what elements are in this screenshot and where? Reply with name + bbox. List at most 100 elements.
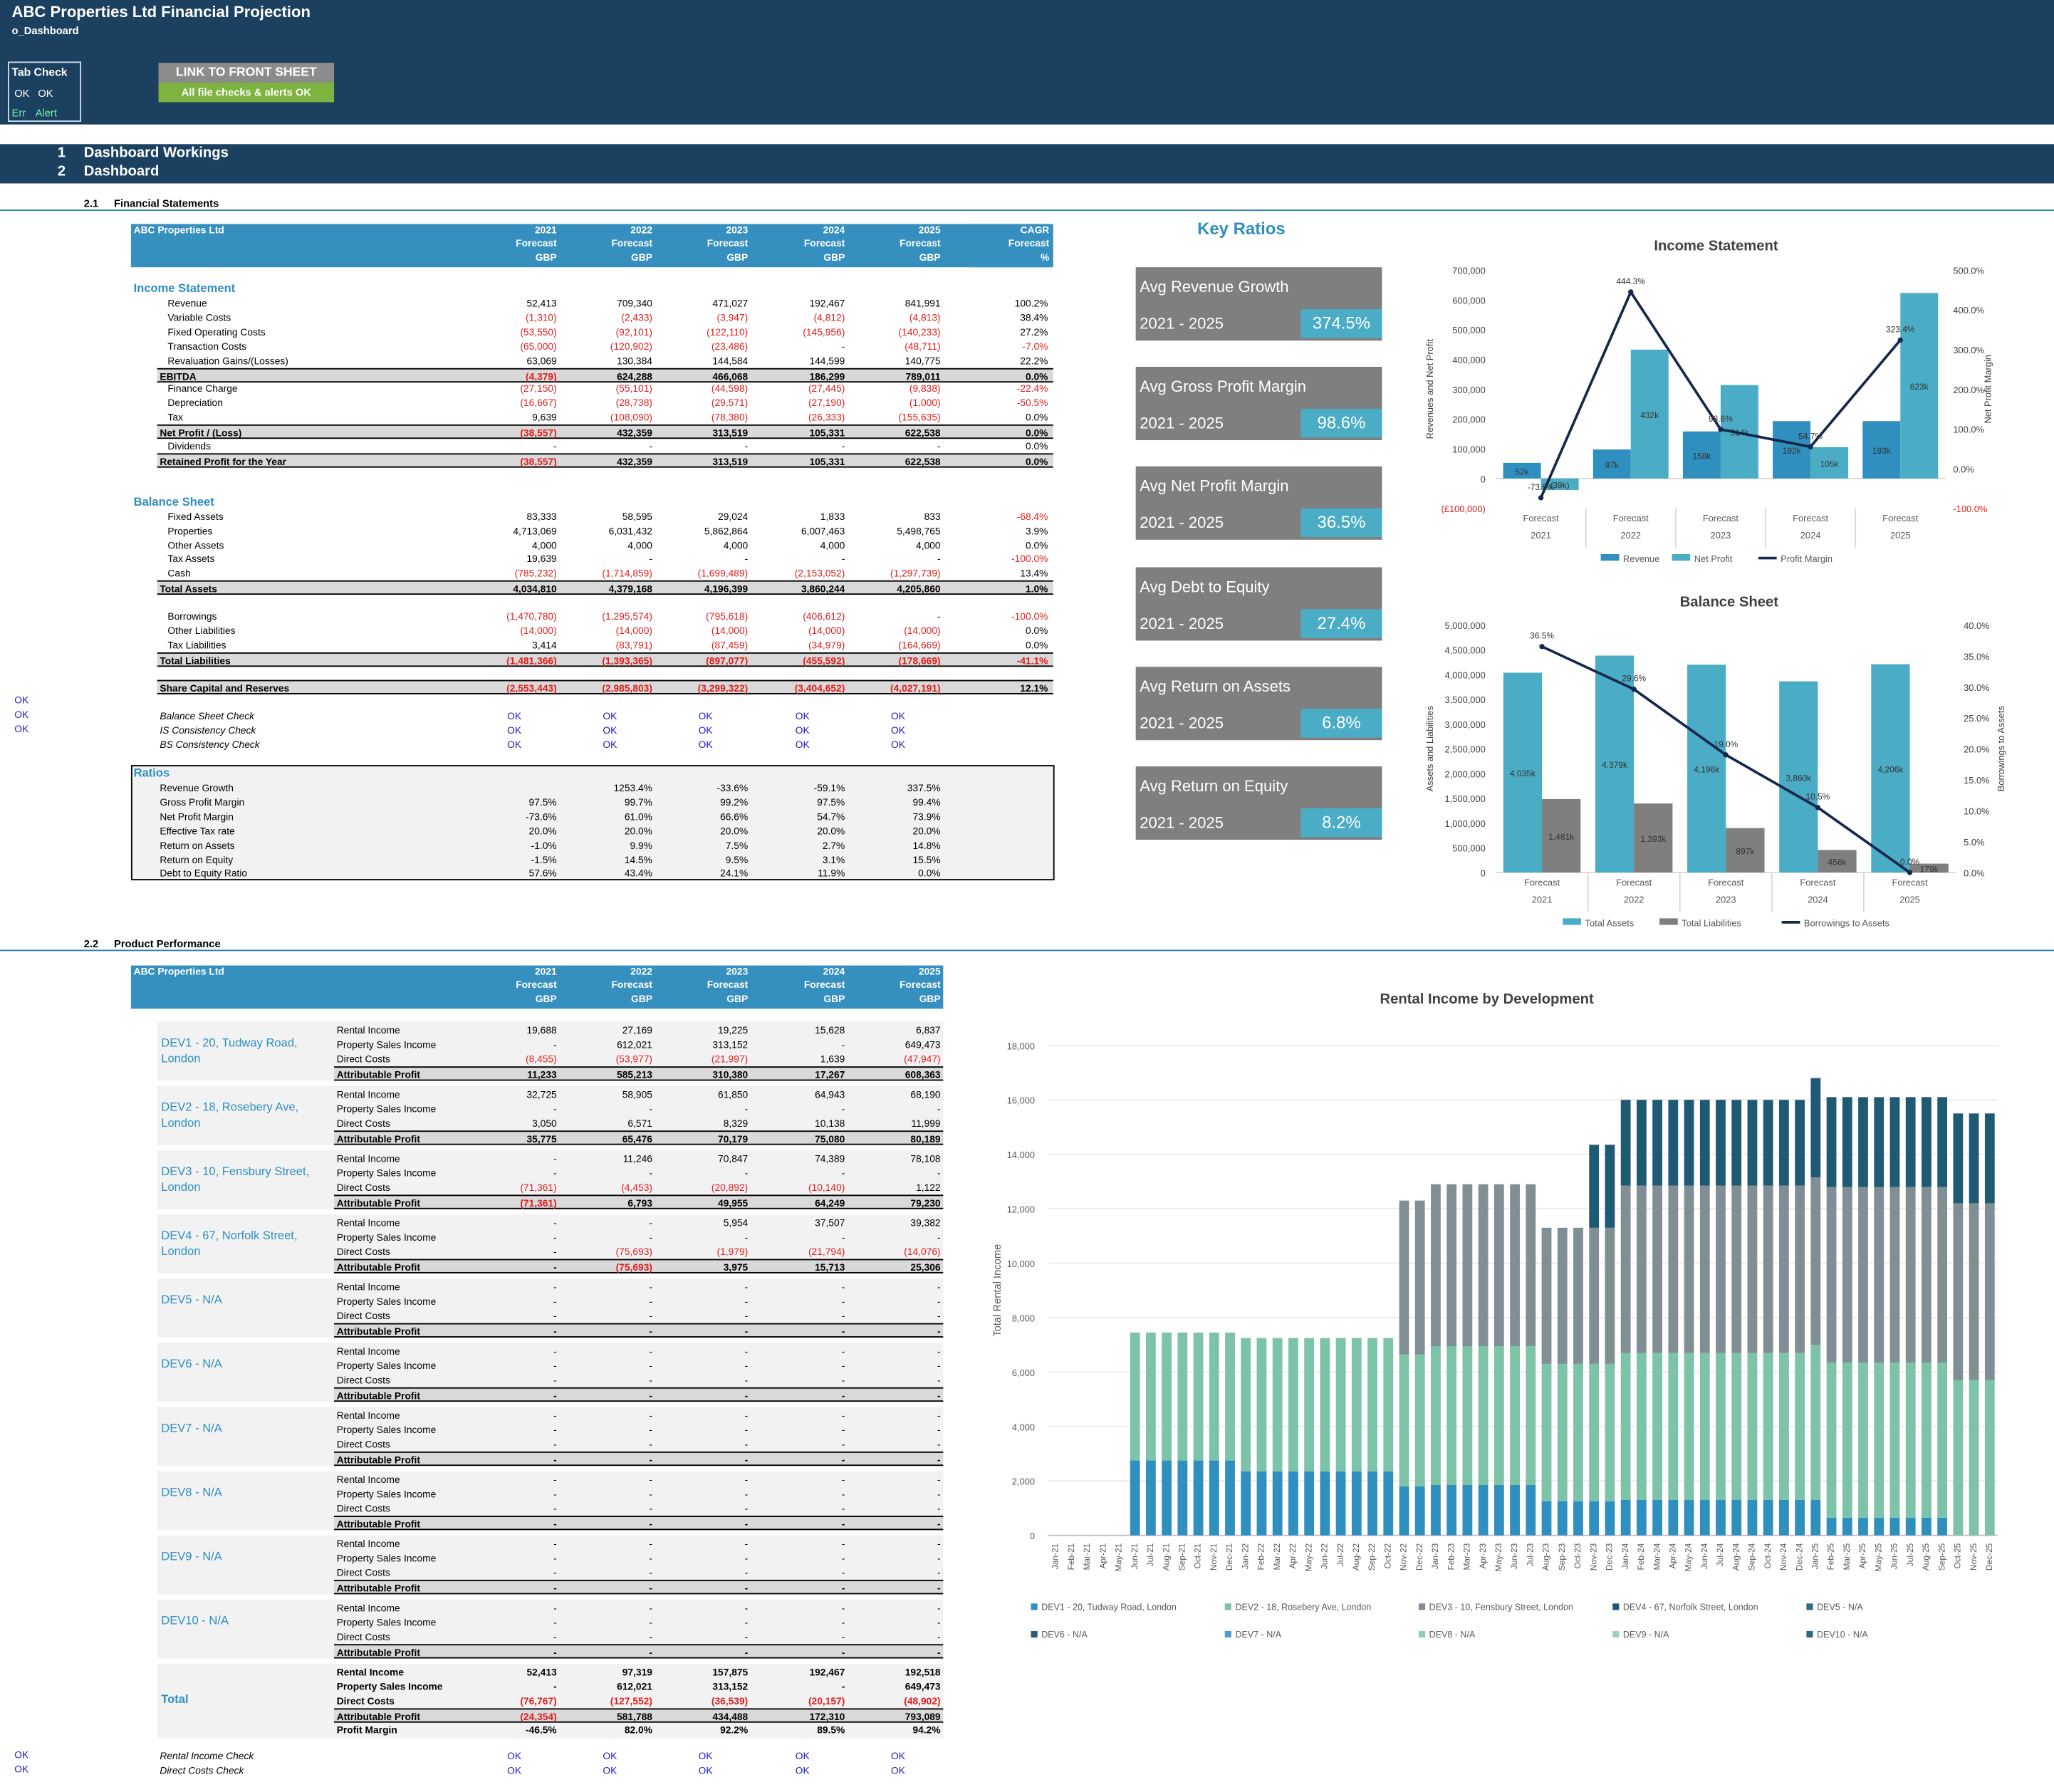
stacked-bar-segment — [1446, 1484, 1457, 1536]
stacked-bar-segment — [1874, 1097, 1884, 1187]
row-label: Rental Income — [336, 1281, 400, 1293]
stacked-bar-segment — [1399, 1486, 1409, 1536]
table-row: Direct Costs - - - - - — [334, 1630, 943, 1644]
cagr-value: 22.2% — [1020, 354, 1048, 367]
key-ratio-period: 2021 - 2025 — [1140, 314, 1224, 333]
y-tick-label: 4,500,000 — [1445, 645, 1486, 656]
bar-data-label: 193k — [1872, 446, 1891, 456]
cell-value: - — [744, 1345, 749, 1358]
row-label: Property Sales Income — [336, 1038, 437, 1051]
legend-label: DEV4 - 67, Norfolk Street, London — [1623, 1602, 1758, 1612]
cell-value: - — [649, 440, 652, 452]
ratio-label: Gross Profit Margin — [160, 796, 245, 808]
section-1-title[interactable]: Dashboard Workings — [83, 145, 229, 162]
x-tick-label: Oct-25 — [1953, 1543, 1963, 1568]
bar-net-profit — [1630, 349, 1669, 479]
stacked-bar-segment — [1731, 1353, 1742, 1500]
stacked-bar-segment — [1225, 1460, 1235, 1536]
cell-value: - — [841, 1474, 845, 1486]
stacked-bar-segment — [1716, 1353, 1726, 1500]
cell-value: (53,977) — [615, 1053, 652, 1065]
table-row: Other Liabilities (14,000) (14,000) (14,000… — [157, 624, 1053, 638]
cell-value: - — [649, 1103, 652, 1115]
ratio-value: -33.6% — [716, 782, 749, 794]
y2-tick-label: 10.0% — [1964, 806, 1989, 817]
line-data-label: 29.6% — [1622, 674, 1646, 684]
table-row: Attributable Profit (24,354) 581,788 434,48… — [334, 1707, 944, 1723]
x-tick-label: Feb-21 — [1066, 1543, 1076, 1570]
balance-chart-title: Balance Sheet — [1679, 595, 1779, 611]
legend-swatch — [1224, 1603, 1231, 1610]
x-group-label: Forecast — [1613, 513, 1649, 523]
stacked-bar-segment — [1984, 1203, 1995, 1380]
stacked-bar-segment — [1478, 1184, 1489, 1347]
y2-tick-label: 35.0% — [1964, 651, 1989, 662]
header-banner: ABC Properties Ltd Financial Projection … — [0, 0, 2054, 125]
row-label: Tax Liabilities — [167, 639, 226, 652]
y-tick-label: 1,000,000 — [1445, 818, 1486, 829]
cell-value: - — [553, 1538, 557, 1550]
stacked-bar-segment — [1605, 1363, 1615, 1501]
cell-value: (9,838) — [909, 382, 941, 395]
ratio-value: 43.4% — [624, 868, 652, 880]
stacked-bar-segment — [1953, 1380, 1964, 1536]
cell-value: 6,571 — [627, 1117, 652, 1130]
cell-value: 471,027 — [712, 297, 749, 310]
cell-value: - — [553, 440, 557, 452]
y-tick-label: 6,000 — [1012, 1368, 1035, 1378]
stacked-bar-segment — [1684, 1100, 1694, 1186]
legend-swatch — [1672, 554, 1691, 561]
table-row: Rental Income 19,688 27,169 19,225 15,628 6,8… — [334, 1023, 943, 1037]
x-tick-label: Jun-23 — [1509, 1543, 1519, 1569]
file-checks-status: All file checks & alerts OK — [158, 82, 335, 103]
line-point — [1628, 289, 1634, 295]
table-row: Direct Costs - (75,693) (1,979) (21,794) (14,… — [334, 1244, 943, 1259]
stacked-bar-segment — [1731, 1185, 1742, 1353]
cell-value: - — [937, 1325, 941, 1338]
cell-value: (1,000) — [909, 397, 941, 410]
x-tick-label: Sep-22 — [1367, 1543, 1377, 1570]
cell-value: - — [841, 1281, 845, 1293]
stacked-bar-segment — [1636, 1353, 1647, 1500]
cell-value: - — [649, 1538, 652, 1550]
cell-value: (1,699,489) — [697, 567, 749, 579]
x-tick-label: Oct-23 — [1573, 1543, 1583, 1568]
y2-tick-label: 200.0% — [1953, 385, 1984, 395]
cell-value: - — [649, 1438, 652, 1450]
section-2-title[interactable]: Dashboard — [83, 163, 160, 179]
table-row: Depreciation (16,667) (28,738) (29,571) (27,… — [157, 396, 1053, 410]
x-tick-label: 2023 — [1711, 530, 1731, 541]
ratio-value: -59.1% — [813, 782, 845, 794]
stacked-bar-segment — [1589, 1363, 1600, 1501]
y2-tick-label: 500.0% — [1953, 265, 1984, 276]
currency-label: GBP — [631, 251, 652, 264]
cell-value: 6,031,432 — [608, 525, 652, 538]
ratio-row: Return on Assets -1.0% 9.9% 7.5% 2.7% 14.8% — [157, 838, 944, 852]
row-label: Direct Costs — [336, 1374, 390, 1386]
cell-value: - — [841, 440, 845, 452]
x-tick-label: Aug-25 — [1921, 1543, 1931, 1570]
stacked-bar-segment — [1668, 1100, 1679, 1186]
cell-value: (48,711) — [905, 340, 941, 353]
cell-value: - — [649, 1552, 652, 1564]
ratio-row: Revenue Growth 1253.4% -33.6% -59.1% 337.5% — [157, 781, 944, 795]
row-label: Direct Costs — [336, 1694, 395, 1707]
stacked-bar-segment — [1668, 1353, 1679, 1500]
y2-tick-label: 0.0% — [1964, 868, 1984, 878]
cell-value: 649,473 — [905, 1680, 941, 1693]
row-label: Properties — [167, 525, 213, 538]
cagr-value: 0.0% — [1025, 639, 1048, 652]
link-front-sheet-button[interactable]: LINK TO FRONT SHEET — [158, 63, 335, 83]
stacked-bar-segment — [1351, 1471, 1362, 1536]
cagr-value: 12.1% — [1020, 682, 1048, 694]
cell-value: 65,476 — [622, 1132, 652, 1145]
x-tick-label: 2021 — [1532, 894, 1553, 905]
cell-value: (34,979) — [808, 639, 845, 652]
cagr-value: -22.4% — [1016, 382, 1048, 395]
cell-value: 6,007,463 — [801, 525, 845, 538]
x-group-label: Forecast — [1882, 513, 1918, 523]
cagr-value: 0.0% — [1025, 625, 1048, 637]
legend-label: DEV2 - 18, Rosebery Ave, London — [1235, 1602, 1371, 1612]
stacked-bar-segment — [1779, 1353, 1789, 1500]
x-tick-label: May-24 — [1684, 1543, 1694, 1571]
